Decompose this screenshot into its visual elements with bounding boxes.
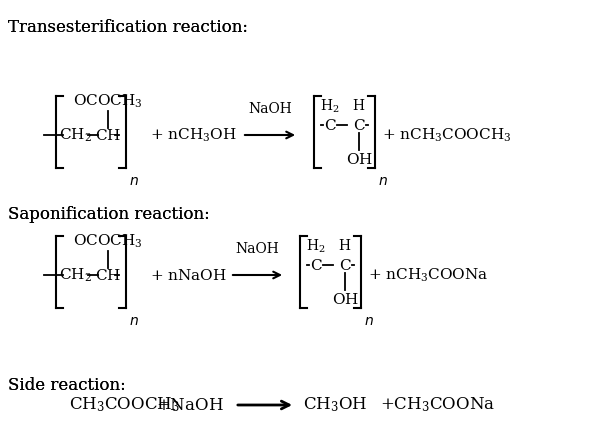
Text: $\mathregular{OCOCH_3}$: $\mathregular{OCOCH_3}$ bbox=[73, 92, 143, 110]
Text: $\mathregular{OCOCH_3}$: $\mathregular{OCOCH_3}$ bbox=[73, 232, 143, 250]
Text: $\mathregular{CH}$: $\mathregular{CH}$ bbox=[95, 268, 121, 283]
Text: + $\mathregular{nCH_3OH}$: + $\mathregular{nCH_3OH}$ bbox=[150, 126, 236, 144]
Text: $n$: $n$ bbox=[129, 174, 139, 188]
Text: $\mathregular{+ NaOH}$: $\mathregular{+ NaOH}$ bbox=[156, 396, 224, 413]
Text: $\mathregular{OH}$: $\mathregular{OH}$ bbox=[332, 292, 358, 307]
Text: NaOH: NaOH bbox=[236, 242, 280, 256]
Text: NaOH: NaOH bbox=[248, 102, 292, 116]
Text: $\mathregular{C}$: $\mathregular{C}$ bbox=[323, 117, 337, 132]
Text: Side reaction:: Side reaction: bbox=[8, 377, 125, 394]
Text: + $\mathregular{nCH_3COOCH_3}$: + $\mathregular{nCH_3COOCH_3}$ bbox=[382, 126, 511, 144]
Text: $\mathregular{H}$: $\mathregular{H}$ bbox=[352, 98, 365, 113]
Text: $\mathregular{CH_3COOCH_3}$: $\mathregular{CH_3COOCH_3}$ bbox=[70, 396, 181, 414]
Text: $\mathregular{C}$: $\mathregular{C}$ bbox=[310, 257, 322, 272]
Text: $\mathregular{CH}$: $\mathregular{CH}$ bbox=[95, 128, 121, 143]
Text: + $\mathregular{nCH_3COONa}$: + $\mathregular{nCH_3COONa}$ bbox=[368, 266, 488, 284]
Text: $\mathregular{CH_3OH}$: $\mathregular{CH_3OH}$ bbox=[303, 396, 367, 414]
Text: Transesterification reaction:: Transesterification reaction: bbox=[8, 19, 248, 35]
Text: $\mathregular{CH_2}$: $\mathregular{CH_2}$ bbox=[59, 266, 91, 284]
Text: Saponification reaction:: Saponification reaction: bbox=[8, 206, 209, 223]
Text: $\mathregular{OH}$: $\mathregular{OH}$ bbox=[346, 152, 373, 167]
Text: + $\mathregular{nNaOH}$: + $\mathregular{nNaOH}$ bbox=[150, 268, 227, 283]
Text: $\mathregular{C}$: $\mathregular{C}$ bbox=[353, 117, 365, 132]
Text: $\mathregular{CH_2}$: $\mathregular{CH_2}$ bbox=[59, 126, 91, 144]
Text: $n$: $n$ bbox=[364, 314, 374, 328]
Text: $\mathregular{H_2}$: $\mathregular{H_2}$ bbox=[320, 97, 340, 115]
Text: Side reaction:: Side reaction: bbox=[8, 377, 125, 394]
Text: $\mathregular{H_2}$: $\mathregular{H_2}$ bbox=[306, 237, 326, 255]
Text: Saponification reaction:: Saponification reaction: bbox=[8, 206, 209, 223]
Text: $\mathregular{C}$: $\mathregular{C}$ bbox=[338, 257, 352, 272]
Text: Transesterification reaction:: Transesterification reaction: bbox=[8, 19, 248, 35]
Text: $n$: $n$ bbox=[378, 174, 388, 188]
Text: $n$: $n$ bbox=[129, 314, 139, 328]
Text: $\mathregular{+ CH_3COONa}$: $\mathregular{+ CH_3COONa}$ bbox=[380, 396, 495, 414]
Text: $\mathregular{H}$: $\mathregular{H}$ bbox=[338, 238, 352, 253]
